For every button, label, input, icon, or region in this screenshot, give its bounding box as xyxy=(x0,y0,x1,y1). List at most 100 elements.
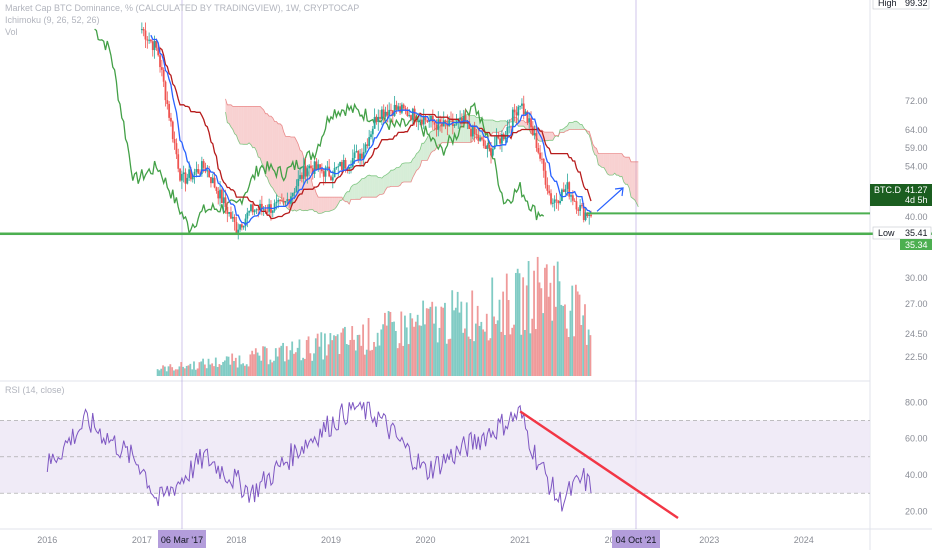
ichimoku-cloud-segment xyxy=(365,175,368,198)
candle xyxy=(522,103,525,115)
volume-bar xyxy=(207,358,210,376)
volume-bar xyxy=(478,325,481,376)
volume-bar xyxy=(569,310,572,376)
volume-bar xyxy=(223,360,226,376)
ichimoku-cloud-segment xyxy=(627,157,630,189)
candle xyxy=(213,177,216,188)
candle xyxy=(577,209,580,211)
candle xyxy=(475,133,478,135)
candle xyxy=(482,139,485,146)
volume-bar xyxy=(484,331,486,376)
volume-bar xyxy=(253,354,255,376)
ichimoku-cloud-segment xyxy=(241,106,244,145)
time-tick-label: 2019 xyxy=(321,535,341,545)
last-value-tag[interactable] xyxy=(870,184,932,206)
ichimoku-cloud-segment xyxy=(287,136,290,210)
ichimoku-cloud-segment xyxy=(409,162,411,182)
volume-bar xyxy=(474,323,477,376)
candle xyxy=(484,145,487,149)
ichimoku-cloud-segment xyxy=(329,197,331,212)
volume-legend[interactable]: Vol xyxy=(5,27,18,37)
ichimoku-cloud-segment xyxy=(360,178,362,200)
volume-bar xyxy=(376,332,379,376)
candle xyxy=(275,201,278,204)
rsi-trendline[interactable] xyxy=(519,410,679,519)
candle xyxy=(330,176,332,181)
candle xyxy=(395,104,398,110)
candle xyxy=(431,115,434,123)
volume-bar xyxy=(274,348,277,376)
volume-bar xyxy=(549,282,552,376)
ichimoku-cloud-segment xyxy=(560,129,562,133)
ichimoku-cloud-segment xyxy=(321,197,324,214)
candle xyxy=(371,128,374,135)
volume-bar xyxy=(531,318,534,376)
volume-bar xyxy=(496,320,499,376)
chart-title-legend[interactable]: Market Cap BTC Dominance, % (CALCULATED … xyxy=(5,3,360,13)
candle xyxy=(470,128,472,137)
ichimoku-legend[interactable]: Ichimoku (9, 26, 52, 26) xyxy=(5,15,100,25)
candle xyxy=(359,153,361,160)
volume-bar xyxy=(365,349,368,376)
candle xyxy=(551,202,554,204)
price-tick-label: 40.00 xyxy=(905,212,928,222)
volume-bar xyxy=(242,363,244,376)
volume-bar xyxy=(336,334,339,376)
volume-bar xyxy=(402,345,405,376)
candle xyxy=(162,69,165,82)
volume-bar xyxy=(238,355,241,376)
rsi-legend[interactable]: RSI (14, close) xyxy=(5,385,65,395)
volume-bar xyxy=(565,328,568,376)
ichimoku-cloud-segment xyxy=(347,191,350,205)
ichimoku-cloud-segment xyxy=(451,120,453,143)
ichimoku-cloud-segment xyxy=(252,106,255,148)
crosshair-date-label: 06 Mar '17 xyxy=(161,535,203,545)
candle xyxy=(297,178,300,187)
candle xyxy=(504,135,507,140)
volume-bar xyxy=(183,368,186,376)
volume-bar xyxy=(340,332,343,376)
volume-bar xyxy=(174,369,177,376)
volume-bar xyxy=(578,294,581,376)
ichimoku-cloud-segment xyxy=(314,188,317,212)
ichimoku-cloud-segment xyxy=(551,132,553,141)
volume-bar xyxy=(502,291,505,376)
volume-bar xyxy=(489,338,492,376)
candle xyxy=(360,153,363,159)
volume-bar xyxy=(280,345,283,376)
ichimoku-cloud-segment xyxy=(376,175,379,198)
ichimoku-cloud-segment xyxy=(270,116,273,189)
ichimoku-cloud-segment xyxy=(330,197,333,211)
volume-bar xyxy=(304,358,306,376)
volume-bar xyxy=(309,353,312,376)
ichimoku-cloud-segment xyxy=(614,153,617,176)
ichimoku-cloud-segment xyxy=(400,163,402,186)
candle xyxy=(320,168,323,172)
projection-arrow[interactable] xyxy=(596,187,624,212)
candle xyxy=(144,30,147,40)
candle xyxy=(426,120,429,122)
candle xyxy=(250,204,252,212)
ichimoku-cloud-segment xyxy=(369,175,371,198)
volume-bar xyxy=(324,333,326,376)
volume-bar xyxy=(513,324,515,376)
candle xyxy=(506,127,509,136)
candle xyxy=(537,148,540,153)
ichimoku-cloud-segment xyxy=(545,132,548,141)
volume-bar xyxy=(300,360,303,376)
volume-bar xyxy=(396,348,399,376)
volume-bar xyxy=(334,336,337,376)
candle xyxy=(164,81,167,101)
volume-bar xyxy=(589,335,592,376)
volume-bar xyxy=(553,265,555,376)
volume-bar xyxy=(442,307,445,376)
volume-bar xyxy=(247,366,250,376)
low-label: Low xyxy=(878,228,895,238)
ichimoku-cloud-segment xyxy=(489,120,492,136)
candle xyxy=(308,165,311,169)
high-label: High xyxy=(878,0,897,8)
ichimoku-cloud-segment xyxy=(227,104,230,124)
candle xyxy=(202,161,205,168)
